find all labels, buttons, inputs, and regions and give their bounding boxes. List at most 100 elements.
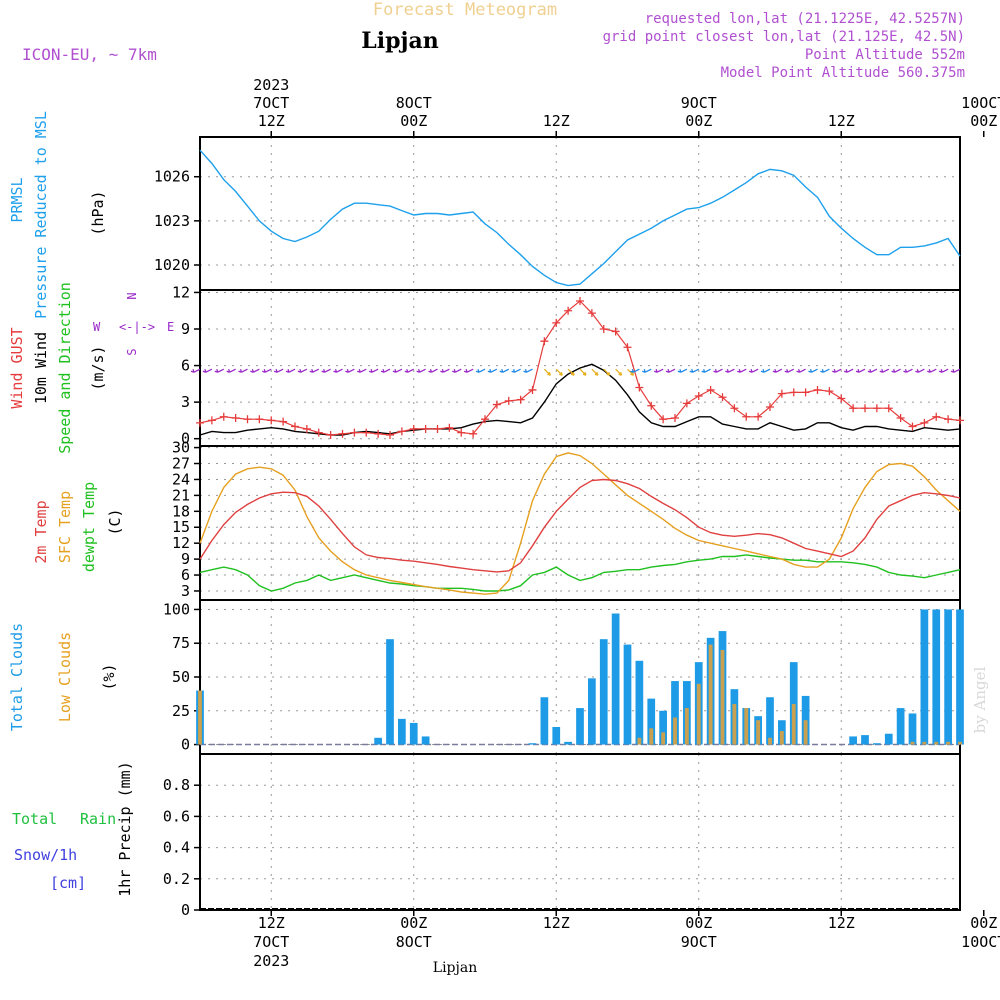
total-cloud-bar	[849, 736, 857, 745]
gust-marker	[219, 412, 228, 421]
wind-direction-arrow	[487, 368, 498, 373]
label-total-rain-1: Total	[12, 810, 57, 828]
gust-marker	[374, 429, 383, 438]
gust-marker	[576, 296, 584, 305]
wind10m-line	[199, 363, 961, 436]
y-tick-label: 24	[172, 470, 190, 488]
top-time-label: 8OCT	[396, 94, 432, 112]
top-time-label: 00Z	[685, 112, 712, 130]
wind-direction-arrow	[463, 368, 474, 373]
wind-direction-arrow	[843, 368, 854, 373]
wind-direction-arrow	[345, 368, 355, 373]
gust-marker	[397, 427, 406, 436]
low-cloud-bar	[791, 704, 796, 745]
y-tick-label: 50	[172, 668, 190, 686]
panel-frame	[199, 753, 961, 911]
dewpoint-line	[199, 554, 961, 592]
gust-marker	[350, 428, 359, 437]
low-cloud-bar	[198, 690, 202, 745]
wind-direction-arrow	[772, 368, 783, 373]
panel-3: 0 25 50 75 100	[163, 599, 961, 755]
label-2m-temp: 2m Temp	[32, 500, 50, 563]
wind-direction-arrow	[927, 368, 937, 373]
compass-w: W	[93, 320, 101, 334]
compass-e: E	[167, 320, 174, 334]
label-c-unit: (C)	[106, 508, 124, 535]
label-speed-direction: Speed and Direction	[56, 282, 74, 454]
gust-marker	[944, 415, 953, 424]
total-cloud-bar	[588, 678, 596, 745]
total-cloud-bar	[421, 736, 430, 745]
gust-marker	[956, 416, 964, 425]
gust-marker	[849, 404, 858, 413]
wind-direction-arrow	[226, 368, 236, 373]
wind-direction-arrow	[903, 368, 913, 373]
gust-marker	[813, 385, 822, 394]
compass-arrows: <-|->	[119, 320, 155, 334]
wind-direction-arrow	[357, 368, 367, 373]
total-cloud-bar	[920, 609, 929, 745]
label-wind10m: 10m Wind	[32, 332, 50, 404]
label-pressure-msl: Pressure Reduced to MSL	[32, 111, 50, 319]
top-time-label: 00Z	[400, 112, 427, 130]
wind-direction-arrow	[523, 368, 533, 373]
gust-marker	[196, 418, 204, 427]
chart-product-title: Forecast Meteogram	[373, 0, 557, 20]
label-sfc-temp: SFC Temp	[56, 491, 74, 563]
bottom-time-label: 9OCT	[681, 933, 717, 951]
compass-s: S	[125, 348, 139, 355]
low-cloud-bar	[649, 728, 654, 745]
y-tick-label: 18	[172, 502, 190, 520]
gust-marker	[433, 424, 442, 433]
bottom-time-label: 00Z	[685, 914, 712, 932]
wind-direction-arrow	[855, 368, 866, 373]
total-cloud-bar	[884, 733, 893, 745]
wind-direction-arrow	[642, 368, 652, 373]
y-tick-label: 0.8	[163, 776, 190, 794]
bottom-time-label: 8OCT	[396, 933, 432, 951]
label-ms-unit: (m/s)	[89, 345, 107, 390]
gust-marker	[742, 412, 751, 421]
y-tick-label: 3	[181, 393, 190, 411]
bottom-time-label: 10OCT	[961, 933, 1000, 951]
bottom-time-label: 00Z	[400, 914, 427, 932]
low-cloud-bar	[732, 704, 737, 745]
gust-marker	[207, 416, 216, 425]
bottom-time-label: 12Z	[828, 914, 855, 932]
wind-direction-arrow	[950, 368, 961, 373]
wind-direction-arrow	[380, 368, 391, 373]
y-tick-label: 75	[172, 634, 190, 652]
total-cloud-bar	[576, 708, 584, 745]
total-cloud-bar	[528, 743, 537, 745]
gust-marker	[777, 389, 786, 398]
wind-direction-arrow	[475, 368, 486, 373]
total-cloud-bar	[647, 698, 656, 745]
gust-marker	[469, 429, 478, 438]
gust-marker	[872, 404, 881, 413]
gust-marker	[932, 412, 941, 421]
y-tick-label: 0.2	[163, 870, 190, 888]
low-cloud-bar	[720, 649, 725, 745]
total-cloud-bar	[386, 639, 394, 745]
gust-marker	[884, 404, 893, 413]
wind-direction-arrow	[665, 368, 676, 373]
gust-marker	[861, 404, 869, 413]
label-snow-cm: [cm]	[50, 874, 86, 892]
bottom-time-label: 2023	[253, 952, 289, 970]
wind-direction-arrow	[440, 368, 450, 373]
gust-marker	[718, 393, 727, 402]
wind-direction-arrow	[543, 368, 551, 376]
top-time-label: 2023	[253, 76, 289, 94]
total-cloud-bar	[896, 708, 905, 745]
total-cloud-bar	[873, 743, 881, 745]
wind-direction-arrow	[511, 368, 521, 373]
footer-location: Lipjan	[433, 960, 477, 976]
gust-marker	[516, 395, 525, 404]
panel-frame	[199, 136, 961, 291]
top-time-label: 00Z	[970, 112, 997, 130]
panel-4: 0 0.2 0.4 0.6 0.8	[163, 753, 961, 919]
total-cloud-bar	[374, 737, 382, 745]
top-time-label: 10OCT	[961, 94, 1000, 112]
top-time-label: 12Z	[828, 112, 855, 130]
